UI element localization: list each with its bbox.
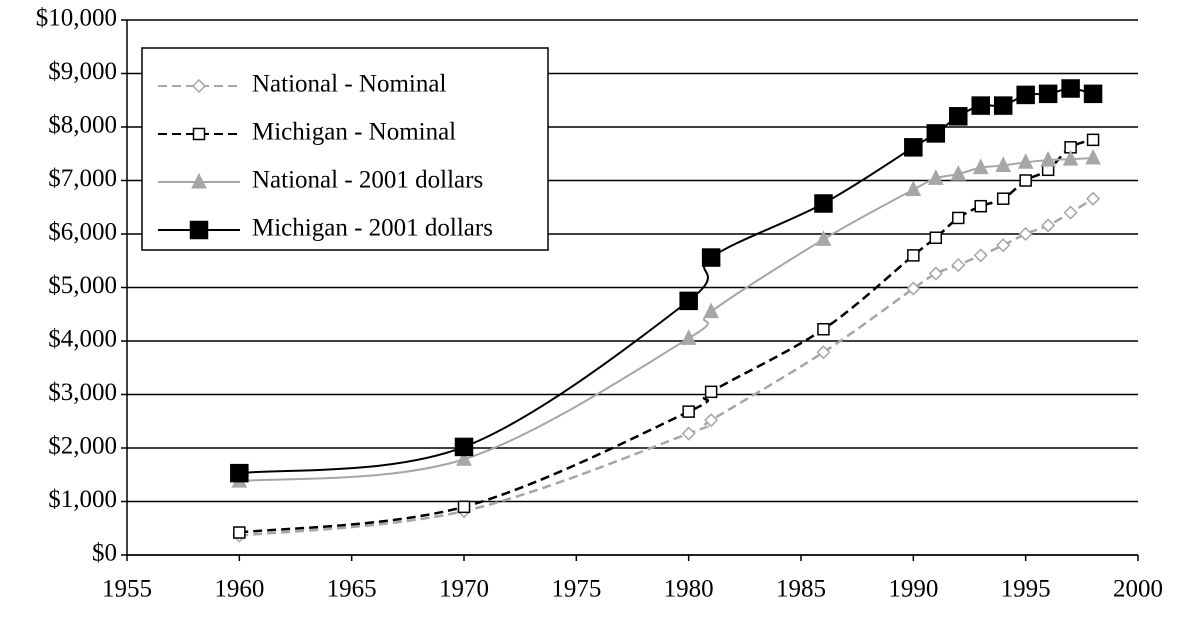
marker	[993, 96, 1013, 115]
x-tick-label: 1975	[551, 576, 601, 603]
marker	[814, 194, 833, 213]
y-tick-label: $6,000	[48, 219, 117, 246]
y-tick-label: $5,000	[48, 272, 117, 299]
marker	[1019, 174, 1032, 187]
marker	[1017, 153, 1034, 169]
marker	[815, 230, 832, 246]
marker	[1016, 85, 1035, 105]
x-tick-label: 1990	[888, 576, 938, 603]
series-line	[239, 197, 1094, 537]
marker	[950, 164, 967, 181]
x-tick-label: 1970	[439, 576, 489, 603]
marker	[926, 124, 946, 143]
marker	[928, 266, 943, 281]
legend-marker	[191, 172, 207, 189]
y-tick-label: $3,000	[48, 379, 117, 406]
legend-marker	[189, 220, 209, 240]
marker	[1018, 226, 1033, 242]
y-tick-label: $1,000	[48, 486, 117, 513]
marker	[817, 322, 830, 336]
legend-marker	[191, 78, 207, 94]
legend: National - Nominal Michigan - Nominal Nati…	[141, 47, 549, 251]
marker	[907, 249, 920, 262]
marker	[971, 96, 990, 115]
x-tick-label: 1965	[327, 576, 377, 603]
legend-label: Michigan - 2001 dollars	[252, 215, 493, 242]
marker	[233, 526, 246, 539]
y-tick-label: $7,000	[48, 165, 117, 192]
marker	[704, 385, 718, 399]
x-tick-label: 2000	[1113, 576, 1163, 603]
series	[230, 79, 1103, 483]
y-tick-label: $10,000	[36, 5, 117, 32]
marker	[1085, 148, 1101, 165]
marker	[904, 138, 923, 157]
marker	[905, 180, 922, 197]
marker	[929, 231, 943, 244]
marker	[972, 158, 989, 175]
x-tick-label: 1995	[1001, 576, 1051, 603]
marker	[682, 405, 695, 418]
x-tick-label: 1985	[776, 576, 826, 603]
marker	[951, 257, 966, 273]
marker	[996, 238, 1011, 253]
marker	[927, 169, 944, 185]
marker	[703, 302, 719, 319]
legend-marker	[192, 127, 206, 141]
marker	[704, 413, 719, 428]
marker	[973, 248, 988, 263]
marker	[996, 192, 1010, 205]
marker	[1040, 151, 1056, 167]
x-tick-label: 1960	[214, 576, 264, 603]
x-tick-label: 1955	[102, 576, 152, 603]
y-tick-label: $8,000	[48, 112, 117, 139]
marker	[949, 107, 968, 126]
marker	[906, 281, 921, 296]
marker	[1061, 79, 1080, 98]
x-tick-label: 1980	[664, 576, 714, 603]
marker	[952, 211, 965, 225]
y-tick-label: $9,000	[48, 58, 117, 85]
marker	[1063, 205, 1078, 220]
legend-label: Michigan - Nominal	[252, 119, 456, 146]
y-tick-label: $0	[92, 540, 117, 567]
marker	[1083, 84, 1103, 104]
marker	[681, 426, 696, 441]
marker	[1041, 218, 1056, 233]
marker	[1062, 149, 1079, 166]
marker	[701, 248, 721, 267]
y-tick-label: $2,000	[48, 433, 117, 460]
marker	[995, 156, 1012, 173]
marker	[816, 345, 831, 360]
marker	[456, 450, 472, 466]
marker	[230, 463, 249, 483]
series	[231, 148, 1101, 488]
marker	[1086, 191, 1101, 206]
marker	[454, 437, 474, 457]
y-tick-label: $4,000	[48, 326, 117, 353]
legend-box	[141, 47, 549, 251]
marker	[1086, 133, 1100, 147]
legend-label: National - 2001 dollars	[252, 167, 483, 194]
marker	[974, 199, 987, 213]
marker	[1038, 84, 1058, 104]
legend-label: National - Nominal	[252, 71, 446, 98]
marker	[680, 329, 697, 345]
marker	[679, 291, 698, 311]
marker	[457, 500, 471, 514]
